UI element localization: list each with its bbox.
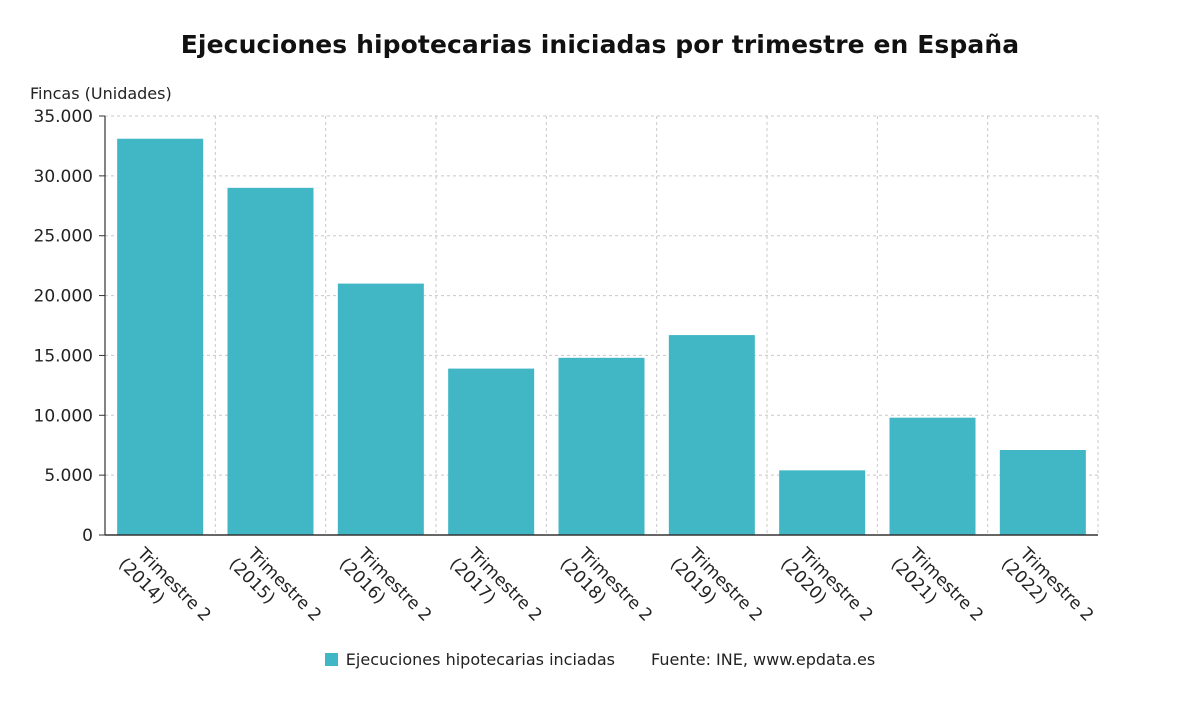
- bar: [337, 283, 424, 535]
- legend-swatch: [324, 653, 338, 666]
- x-tick-label: Trimestre 2(2021): [887, 540, 987, 640]
- y-tick-label: 5.000: [44, 466, 93, 486]
- bar: [889, 417, 976, 535]
- x-tick-label: Trimestre 2(2014): [114, 540, 214, 640]
- legend-series-label: Ejecuciones hipotecarias inciadas: [345, 650, 615, 669]
- bar: [558, 357, 645, 535]
- legend: Ejecuciones hipotecarias inciadas Fuente…: [0, 650, 1200, 669]
- x-tick-label: Trimestre 2(2022): [997, 540, 1097, 640]
- x-tick-label: Trimestre 2(2019): [666, 540, 766, 640]
- y-tick-label: 10.000: [34, 406, 93, 426]
- bar: [227, 187, 314, 536]
- y-axis-unit-label: Fincas (Unidades): [30, 84, 172, 103]
- y-tick-label: 25.000: [34, 227, 93, 247]
- x-tick-label: Trimestre 2(2020): [776, 540, 876, 640]
- y-tick-label: 20.000: [34, 287, 93, 307]
- bar: [668, 335, 755, 535]
- y-tick-label: 35.000: [34, 107, 93, 127]
- bar: [779, 470, 866, 535]
- x-tick-label: Trimestre 2(2018): [556, 540, 656, 640]
- y-tick-label: 0: [82, 526, 93, 546]
- source-text: Fuente: INE, www.epdata.es: [651, 650, 876, 669]
- x-tick-label: Trimestre 2(2016): [335, 540, 435, 640]
- bar: [448, 368, 535, 535]
- bar: [999, 450, 1086, 535]
- y-tick-label: 15.000: [34, 346, 93, 366]
- y-tick-label: 30.000: [34, 167, 93, 187]
- bar: [117, 138, 204, 535]
- x-tick-label: Trimestre 2(2017): [445, 540, 545, 640]
- chart-title: Ejecuciones hipotecarias iniciadas por t…: [180, 30, 1020, 59]
- x-tick-label: Trimestre 2(2015): [225, 540, 325, 640]
